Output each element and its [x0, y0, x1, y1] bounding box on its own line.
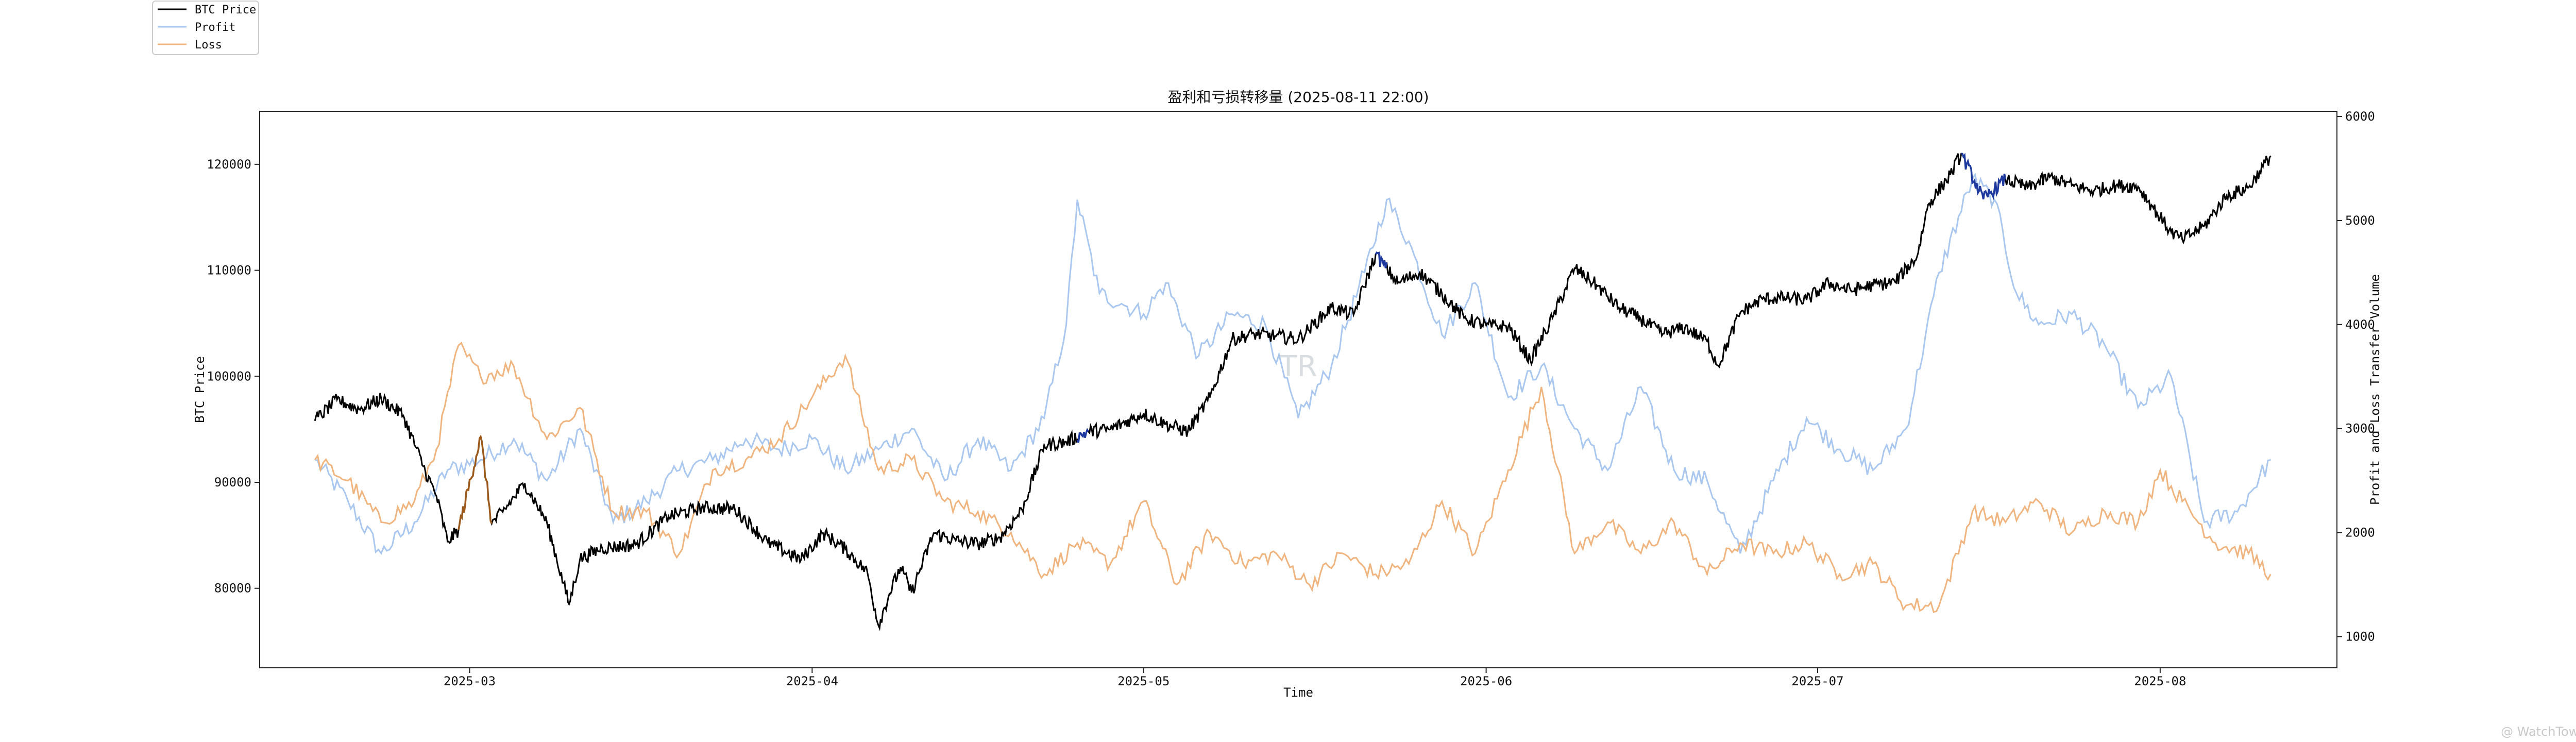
y-left-tick-label: 110000: [207, 263, 251, 278]
x-axis: 2025-03 2025-04 2025-05 2025-06 2025-07 2025-…: [444, 668, 2186, 688]
price-profit-highlight: [1076, 428, 1089, 443]
legend-label-loss: Loss: [195, 39, 222, 52]
y-right-tick-label: 4000: [2345, 317, 2375, 332]
legend-label-profit: Profit: [195, 21, 235, 34]
price-profit-highlight: [1375, 251, 1388, 268]
y-left-tick-label: 120000: [207, 157, 251, 172]
y-right-tick-label: 2000: [2345, 526, 2375, 540]
y-axis-left-title: BTC Price: [193, 356, 207, 423]
price-series: [314, 153, 2272, 631]
x-axis-title: Time: [1283, 685, 1313, 700]
y-right-tick-label: 1000: [2345, 629, 2375, 644]
y-axis-right: 1000 2000 3000 4000 5000 6000: [2337, 109, 2375, 644]
y-right-tick-label: 3000: [2345, 421, 2375, 436]
legend-label-price: BTC Price: [195, 4, 256, 16]
profit-line: [314, 173, 2271, 555]
x-tick-label: 2025-06: [1460, 674, 1512, 688]
profit-series: [314, 173, 2271, 555]
x-tick-label: 2025-07: [1791, 674, 1843, 688]
legend-box: [152, 1, 259, 55]
x-tick-label: 2025-05: [1117, 674, 1170, 688]
price-line: [314, 153, 2272, 631]
y-right-tick-label: 6000: [2345, 109, 2375, 124]
x-tick-label: 2025-08: [2134, 674, 2186, 688]
price-loss-highlight: [457, 434, 493, 530]
y-right-tick-label: 5000: [2345, 213, 2375, 228]
y-left-tick-label: 90000: [214, 475, 251, 490]
plot-area-frame: [259, 111, 2337, 668]
loss-line: [314, 342, 2272, 613]
y-axis-left: 80000 90000 100000 110000 120000: [207, 157, 260, 596]
corner-watermark: @ WatchTower: [2501, 724, 2576, 739]
chart-title: 盈利和亏损转移量 (2025-08-11 22:00): [1167, 89, 1429, 106]
y-left-tick-label: 100000: [207, 369, 251, 383]
x-tick-label: 2025-03: [444, 674, 496, 688]
y-axis-right-title: Profit and Loss Transfer Volume: [2368, 274, 2382, 505]
price-profit-highlight: [1961, 153, 2007, 200]
loss-series: [314, 342, 2272, 613]
x-tick-label: 2025-04: [786, 674, 838, 688]
legend: BTC Price Profit Loss: [152, 1, 259, 55]
y-left-tick-label: 80000: [214, 581, 251, 596]
